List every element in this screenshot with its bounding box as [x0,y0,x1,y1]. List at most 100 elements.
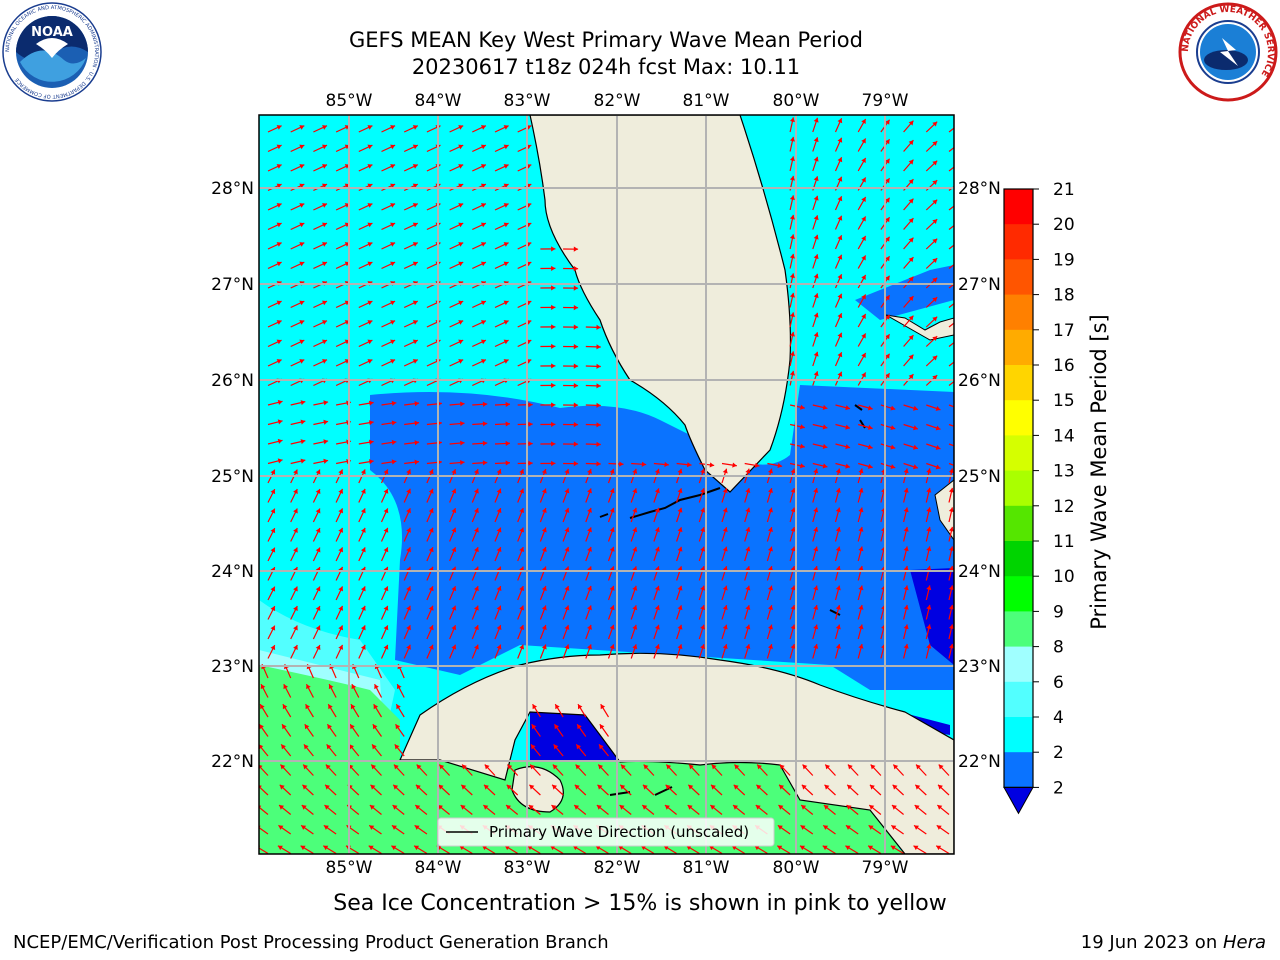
wave-arrow [472,300,487,309]
wave-arrow [744,604,751,620]
wave-arrow [335,547,344,562]
wave-arrow [812,254,819,269]
wave-arrow [653,461,669,468]
wave-arrow [381,300,396,309]
wave-arrow [890,824,904,835]
wave-arrow [630,644,638,659]
wave-arrow [903,546,909,562]
wave-arrow [358,261,373,270]
map-plot-area [259,115,954,854]
wave-arrow [426,547,434,562]
wave-arrow [870,764,882,776]
wave-arrow [731,845,746,854]
wave-arrow [857,624,864,640]
wave-arrow [305,703,314,718]
wave-arrow [324,804,337,815]
wave-arrow [834,118,843,133]
wave-arrow [290,164,305,172]
wave-arrow [575,743,587,757]
wave-arrow [880,462,896,470]
lat-label-left: 26°N [211,371,254,391]
wave-arrow [290,488,298,503]
sea-ice-note: Sea Ice Concentration > 15% is shown in … [333,891,947,916]
wave-arrow [303,743,314,757]
wave-arrow [903,237,914,250]
wave-arrow [925,140,938,152]
wave-arrow [744,585,751,601]
colorbar-segment [1004,224,1033,260]
colorbar-tick-label: 2 [1053,778,1064,798]
wave-arrow [290,625,298,640]
wave-arrow [325,764,337,776]
wave-arrow [585,605,592,620]
wave-arrow [381,144,396,153]
wave-arrow [403,144,419,153]
wave-arrow [618,845,632,854]
isla-juventud-land [511,766,564,813]
wave-arrow [903,217,914,230]
wave-arrow [834,643,841,659]
wave-arrow [472,144,487,153]
wave-arrow [403,359,419,367]
wave-arrow [925,199,938,211]
wave-arrow [914,784,927,796]
wave-arrow [403,125,419,133]
wave-arrow [471,507,479,523]
wave-arrow [459,845,473,854]
wave-arrow [585,644,592,659]
wave-arrow [539,507,547,523]
wave-arrow [857,352,867,367]
wave-arrow [380,644,389,659]
wave-arrow [869,784,882,796]
wave-arrow [449,546,457,562]
colorbar-segment [1004,470,1033,507]
wave-arrow [834,293,843,308]
wave-arrow [766,624,773,640]
wave-arrow [585,507,592,523]
lat-label-left: 28°N [211,179,254,199]
wave-arrow [280,743,292,757]
wave-arrow [482,804,496,815]
nws-logo: NATIONAL WEATHER SERVICE [1178,2,1278,102]
wave-arrow [562,585,570,601]
wave-arrow [312,547,321,562]
wave-arrow [368,824,382,835]
wave-arrow [551,784,564,796]
wave-arrow [562,644,570,659]
wave-arrow [403,203,419,211]
wave-arrow [449,440,465,446]
wave-arrow [267,222,282,231]
wave-arrow [812,273,819,289]
wave-arrow [403,300,419,309]
wave-arrow [903,404,919,411]
wave-arrow [835,404,851,411]
wave-arrow [540,343,556,349]
wave-arrow [577,703,587,718]
wave-arrow [504,845,519,854]
direction-legend: Primary Wave Direction (unscaled) [437,817,775,847]
wave-arrow [517,546,525,562]
wave-arrow [857,138,867,152]
wave-arrow [381,459,397,465]
wave-arrow [290,320,305,328]
wave-arrow [734,764,746,776]
wave-arrow [913,845,927,854]
wave-arrow [948,487,954,503]
wave-arrow [312,625,321,640]
wave-arrow [505,804,519,815]
wave-arrow [290,508,298,523]
wave-arrow [267,300,282,309]
wave-arrow [857,118,867,133]
wave-arrow [290,359,305,367]
wave-arrow [925,526,932,542]
wave-arrow [358,439,374,445]
wave-arrow [517,624,525,640]
wave-arrow [903,604,909,620]
wave-arrow [380,508,389,523]
wave-arrow [267,605,276,620]
wave-arrow [948,341,954,347]
wave-arrow [312,644,321,659]
wave-arrow [267,339,282,348]
wave-arrow [789,136,795,152]
wave-arrow [903,198,914,211]
